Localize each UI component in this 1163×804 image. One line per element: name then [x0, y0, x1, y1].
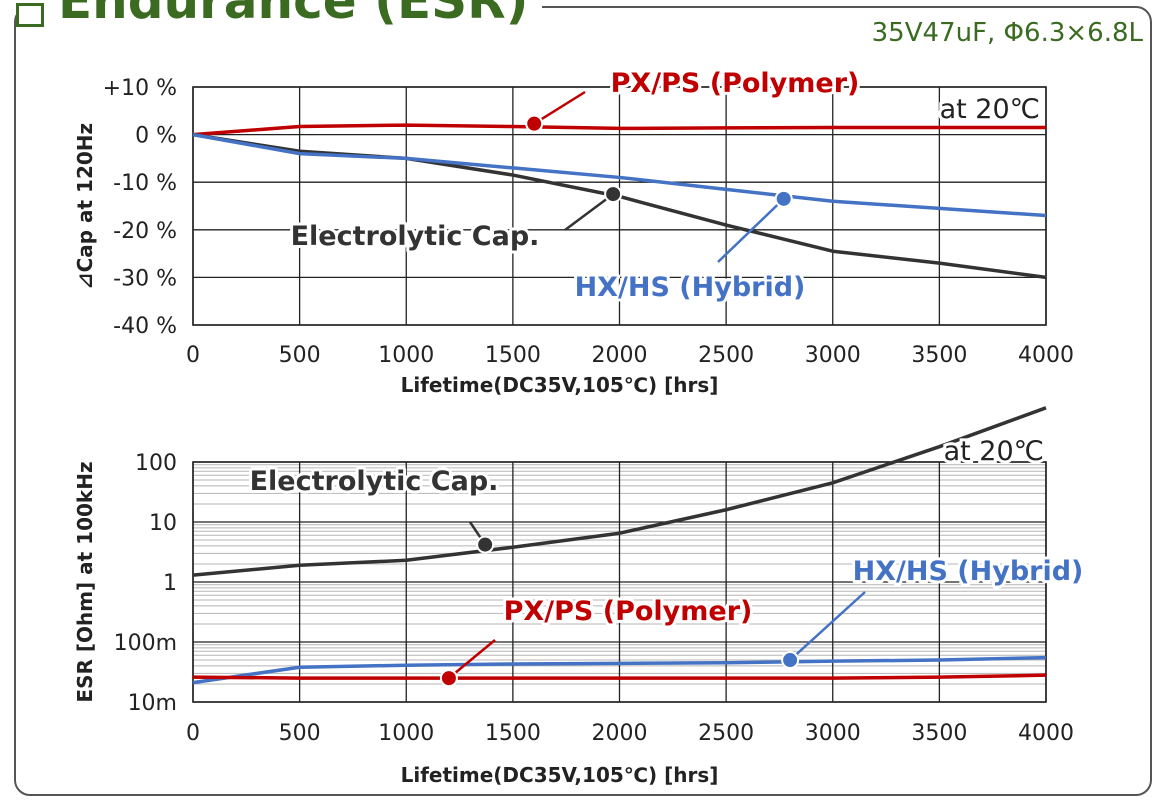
esr-x-tick-label: 0: [186, 721, 200, 746]
cap-x-tick-label: 3500: [911, 343, 967, 368]
title-marker-icon: [16, 2, 44, 27]
esr-x-tick-label: 1000: [378, 721, 434, 746]
esr-y-tick-label: 10m: [128, 691, 177, 716]
esr-plot-border: [192, 461, 1047, 703]
esr-series-label-hx-hs-hybrid: HX/HS (Hybrid): [853, 556, 1084, 587]
esr-x-axis-label: Lifetime(DC35V,105℃) [hrs]: [401, 763, 719, 787]
esr-x-tick-label: 500: [279, 721, 321, 746]
cap-leader-line-px-ps-polymer: [533, 90, 586, 125]
cap-x-tick-label: 2500: [698, 343, 754, 368]
cap-y-tick-label: +10 %: [103, 76, 177, 101]
cap-x-tick-label: 2000: [592, 343, 648, 368]
cap-marker-hx-hs-hybrid: [774, 189, 793, 208]
cap-x-tick-label: 3000: [805, 343, 861, 368]
cap-y-axis-label: ⊿Cap at 120Hz: [73, 123, 97, 289]
esr-x-tick-label: 4000: [1018, 721, 1074, 746]
esr-marker-hx-hs-hybrid: [781, 651, 800, 670]
cap-x-tick-label: 0: [186, 343, 200, 368]
page-title: Endurance (ESR): [16, 0, 543, 32]
cap-marker-px-ps-polymer: [525, 114, 544, 133]
cap-x-axis-label: Lifetime(DC35V,105℃) [hrs]: [401, 373, 719, 397]
esr-marker-px-ps-polymer: [439, 669, 458, 688]
esr-x-tick-label: 2500: [698, 721, 754, 746]
esr-y-axis-label: ESR [Ohm] at 100kHz: [73, 461, 97, 702]
esr-series-line-hx-hs-hybrid: [192, 655, 1047, 685]
page-title-text: Endurance (ESR): [58, 0, 529, 30]
cap-series-line-hx-hs-hybrid: [192, 132, 1047, 218]
esr-chart: 100 10 1 100m 10m 0 500 1000 1500 2000 2500 3000 350…: [73, 406, 1086, 787]
cap-series-line-px-ps-polymer: [192, 123, 1046, 137]
esr-leader-line-hx-hs-hybrid: [789, 591, 866, 661]
chart-frame: Endurance (ESR): [14, 0, 1152, 796]
esr-x-tick-label: 3000: [805, 721, 861, 746]
cap-y-tick-label: -20 %: [113, 219, 177, 244]
cap-x-tick-label: 500: [279, 343, 321, 368]
cap-plot-border: [192, 86, 1047, 326]
cap-x-tick-label: 4000: [1018, 343, 1074, 368]
esr-marker-electrolytic-cap: [476, 535, 495, 554]
esr-y-tick-label: 100: [135, 451, 177, 476]
esr-leader-line-px-ps-polymer: [448, 639, 496, 680]
esr-series-label-px-ps-polymer: PX/PS (Polymer): [504, 596, 753, 627]
esr-x-tick-label: 2000: [592, 721, 648, 746]
cap-series-label-hx-hs-hybrid: HX/HS (Hybrid): [575, 272, 806, 303]
esr-series-line-px-ps-polymer: [192, 673, 1047, 680]
cap-chart: +10 % 0 % -10 % -20 % -30 % -40 % 0 500 1000 1500…: [73, 65, 1074, 397]
esr-x-tick-label: 3500: [911, 721, 967, 746]
esr-temperature-note: at 20℃: [944, 436, 1044, 467]
cap-y-tick-label: -10 %: [113, 171, 177, 196]
cap-leader-line-hx-hs-hybrid: [717, 197, 785, 263]
esr-y-tick-label: 100m: [114, 631, 177, 656]
cap-y-tick-label: -30 %: [113, 266, 177, 291]
cap-leader-line-electrolytic-cap: [564, 193, 614, 232]
esr-x-tick-label: 1500: [485, 721, 541, 746]
esr-series-label-electrolytic-cap: Electrolytic Cap.: [250, 466, 499, 497]
cap-x-tick-label: 1500: [485, 343, 541, 368]
cap-y-tick-label: -40 %: [113, 314, 177, 339]
cap-temperature-note: at 20℃: [940, 94, 1040, 125]
cap-marker-electrolytic-cap: [604, 185, 623, 204]
cap-y-tick-label: 0 %: [135, 124, 177, 149]
cap-series-label-electrolytic-cap: Electrolytic Cap.: [291, 221, 540, 252]
cap-x-tick-label: 1000: [378, 343, 434, 368]
cap-series-label-px-ps-polymer: PX/PS (Polymer): [611, 68, 860, 99]
esr-series-line-electrolytic-cap: [192, 406, 1047, 577]
esr-y-tick-label: 10: [149, 511, 177, 536]
capacitor-spec: 35V47uF, Φ6.3×6.8L: [871, 18, 1143, 48]
esr-y-tick-label: 1: [163, 571, 177, 596]
